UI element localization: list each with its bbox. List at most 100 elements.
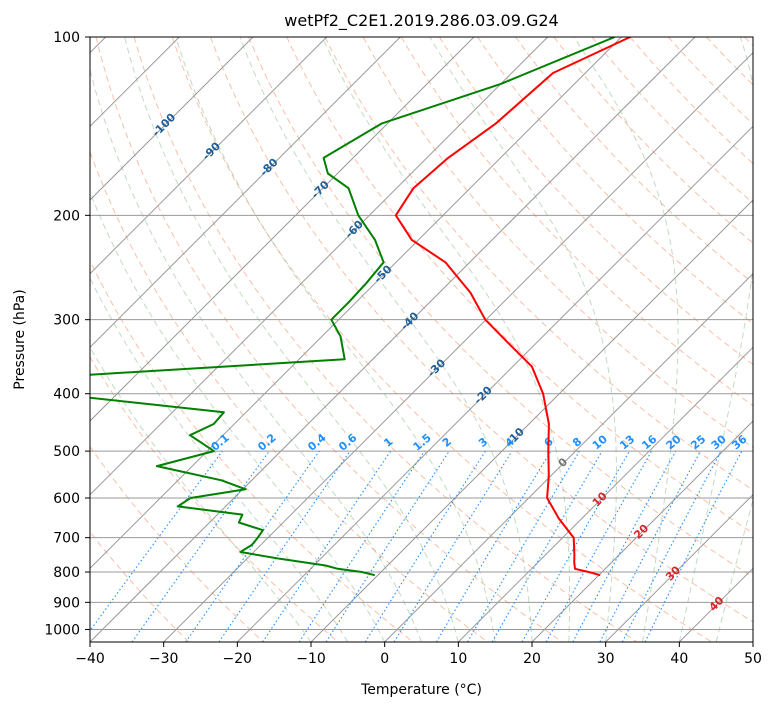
dry-adiabat-line (438, 37, 753, 366)
mixing-ratio-label: 0.2 (255, 431, 278, 453)
y-tick-label: 800 (53, 565, 80, 581)
isotherm-line (605, 493, 753, 642)
dry-adiabat-label: 30 (663, 563, 683, 583)
dry-adiabat-line (591, 37, 753, 204)
dry-adiabat-line (248, 37, 753, 578)
moist-adiabat-line (321, 37, 571, 642)
mixing-ratio-line (467, 450, 580, 642)
x-tick-label: 50 (744, 651, 762, 667)
mixing-ratio-label: 10 (590, 432, 610, 452)
mixing-ratio-line (572, 450, 677, 642)
mixing-ratio-line (325, 450, 450, 642)
mixing-ratio-line (218, 450, 351, 642)
x-tick-label: −20 (223, 651, 253, 667)
y-tick-label: 600 (53, 491, 80, 507)
dry-adiabat-line (286, 37, 753, 534)
isotherm-line (90, 37, 622, 570)
isotherm-line (310, 199, 753, 642)
dry-adiabat-label: -20 (472, 383, 495, 406)
isotherm-line (163, 51, 753, 642)
dry-adiabat-label: 10 (590, 489, 610, 509)
mixing-ratio-label: 1 (381, 435, 395, 450)
isotherm-line (384, 272, 753, 642)
y-tick-label: 500 (53, 444, 80, 460)
isotherm-line (90, 37, 254, 201)
mixing-ratio-line (393, 450, 513, 642)
y-tick-label: 100 (53, 30, 80, 46)
isotherm-line (236, 125, 753, 642)
dry-adiabats (90, 37, 753, 642)
isotherm-line (531, 420, 753, 642)
dewpoint-line (90, 37, 616, 577)
x-tick-label: 10 (449, 651, 467, 667)
dry-adiabat-label: -90 (200, 139, 223, 162)
y-axis-ticks: 100 200 300 400 500 600 700 800 900 1000 (44, 30, 90, 638)
moist-adiabats (90, 37, 753, 642)
plot-area: -100-90-80-70-60-50-40-30-20-10010203040… (90, 37, 753, 642)
dry-adiabat-line (90, 445, 264, 642)
moist-adiabat-line (90, 190, 386, 642)
dry-adiabat-label: 0 (556, 455, 571, 470)
dry-adiabat-line (553, 37, 753, 244)
moist-adiabat-line (715, 498, 753, 642)
dry-adiabat-line (90, 150, 488, 642)
x-tick-label: 40 (670, 651, 688, 667)
mixing-ratio-line (298, 450, 425, 642)
dry-adiabat-label: -100 (150, 111, 179, 140)
mixing-ratio-label: 30 (709, 432, 729, 452)
mixing-ratio-label: 8 (570, 435, 584, 450)
moist-adiabat-line (573, 37, 679, 642)
isotherm-line (90, 37, 328, 275)
dry-adiabat-label: -70 (309, 178, 332, 201)
mixing-ratio-line (364, 450, 486, 642)
y-tick-label: 900 (53, 595, 80, 611)
isotherm-line (678, 567, 753, 642)
dry-adiabat-line (706, 37, 753, 86)
x-axis-label: Temperature (°C) (360, 682, 482, 698)
mixing-ratio-line (545, 450, 653, 642)
dry-adiabat-label: -40 (398, 309, 421, 332)
pressure-gridlines (90, 37, 753, 630)
temperature-line (394, 37, 631, 577)
isotherm-line (752, 641, 753, 642)
mixing-ratio-line (262, 450, 392, 642)
y-tick-label: 300 (53, 313, 80, 329)
moist-adiabat-line (678, 37, 753, 642)
mixing-ratio-label: 25 (688, 433, 708, 453)
dry-adiabat-line (90, 259, 414, 642)
mixing-ratio-label: 3 (476, 435, 490, 450)
moist-adiabat-line (90, 67, 422, 642)
mixing-ratio-line (435, 450, 552, 642)
x-tick-label: −40 (75, 651, 105, 667)
isotherm-line (90, 37, 549, 496)
dry-adiabat-line (668, 37, 753, 125)
isotherms (90, 37, 753, 642)
y-tick-label: 400 (53, 387, 80, 403)
x-tick-label: −30 (149, 651, 179, 667)
y-axis-label: Pressure (hPa) (12, 289, 28, 389)
y-tick-label: 200 (53, 208, 80, 224)
dry-adiabat-label: -30 (425, 356, 448, 379)
dry-adiabat-line (210, 37, 753, 623)
x-tick-label: 0 (380, 651, 389, 667)
x-tick-label: −10 (296, 651, 326, 667)
mixing-ratio-label: 36 (730, 432, 750, 452)
mixing-ratio-label: 20 (664, 432, 684, 452)
plot-frame (89, 36, 754, 643)
mixing-ratio-label: 16 (639, 432, 659, 452)
moist-adiabat-line (124, 37, 459, 642)
moist-adiabat-line (175, 37, 496, 642)
mixing-ratio-label: 0.4 (305, 431, 329, 454)
dry-adiabat-line (324, 37, 753, 491)
dry-adiabat-line (171, 37, 712, 642)
x-tick-label: 20 (523, 651, 541, 667)
moist-adiabat-line (429, 37, 617, 642)
series-lines (90, 37, 631, 577)
mixing-ratio-line (521, 450, 630, 642)
mixing-ratio-line (599, 450, 701, 642)
isotherm-line (90, 37, 475, 422)
isotherm-line (90, 37, 401, 349)
mixing-ratio-line (185, 450, 320, 642)
dry-adiabat-label: 20 (631, 521, 651, 541)
